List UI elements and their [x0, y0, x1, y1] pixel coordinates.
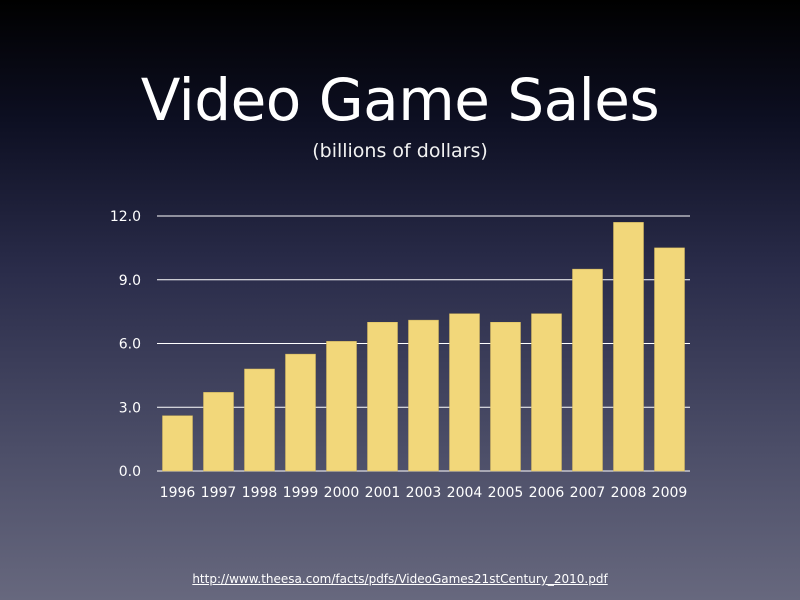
bars: [162, 222, 685, 472]
x-axis-tick-labels: 1996 1997 1998 1999 2000 2001 2003 2004 2005 2006…: [160, 485, 688, 501]
x-tick-label: 2009: [652, 485, 688, 501]
x-tick-label: 1998: [242, 485, 278, 501]
bar-2005: [490, 322, 521, 472]
slide-subtitle: (billions of dollars): [312, 140, 488, 162]
bar-2008: [613, 222, 644, 472]
x-tick-label: 2004: [447, 485, 483, 501]
x-tick-label: 1996: [160, 485, 196, 501]
y-tick-label: 12.0: [110, 209, 141, 225]
x-tick-label: 1997: [201, 485, 237, 501]
y-axis-tick-labels: 0.0 3.0 6.0 9.0 12.0: [110, 209, 141, 480]
bar-1998: [244, 368, 275, 472]
x-tick-label: 1999: [283, 485, 319, 501]
slide-title: Video Game Sales: [140, 66, 660, 134]
bar-2004: [449, 313, 480, 472]
bar-1997: [203, 392, 234, 472]
bar-2003: [408, 319, 439, 472]
bar-2006: [531, 313, 562, 472]
x-tick-label: 2001: [365, 485, 401, 501]
y-tick-label: 3.0: [119, 400, 141, 416]
bar-2009: [654, 247, 685, 472]
x-tick-label: 2006: [529, 485, 565, 501]
x-tick-label: 2003: [406, 485, 442, 501]
source-link[interactable]: http://www.theesa.com/facts/pdfs/VideoGa…: [192, 572, 608, 586]
x-tick-label: 2007: [570, 485, 606, 501]
bar-2000: [326, 341, 357, 472]
x-tick-label: 2008: [611, 485, 647, 501]
bar-1996: [162, 415, 193, 472]
x-tick-label: 2000: [324, 485, 360, 501]
bar-2007: [572, 268, 603, 472]
y-tick-label: 9.0: [119, 273, 141, 289]
y-tick-label: 0.0: [119, 464, 141, 480]
y-tick-label: 6.0: [119, 337, 141, 353]
bar-2001: [367, 322, 398, 472]
bar-1999: [285, 353, 316, 472]
x-tick-label: 2005: [488, 485, 524, 501]
